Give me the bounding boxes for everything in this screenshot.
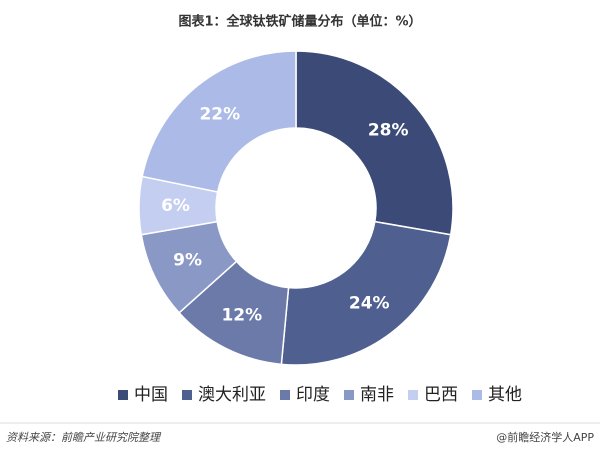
chart-title: 图表1：全球钛铁矿储量分布（单位：%） (178, 14, 421, 30)
source-note: 资料来源：前瞻产业研究院整理 (6, 431, 162, 444)
legend-swatch (344, 390, 354, 400)
value-label: 12% (221, 306, 262, 326)
value-label: 24% (349, 294, 390, 314)
legend-swatch (408, 390, 418, 400)
donut-slice (295, 50, 454, 236)
value-label: 9% (173, 251, 202, 271)
donut-slice (280, 220, 452, 366)
donut-slice (141, 50, 297, 193)
legend-label: 中国 (134, 385, 168, 405)
credit-note: @前瞻经济学人APP (496, 430, 594, 444)
legend-swatch (280, 390, 290, 400)
legend-swatch (472, 390, 482, 400)
legend-label: 澳大利亚 (198, 385, 266, 405)
value-label: 22% (199, 105, 240, 125)
legend-label: 印度 (296, 385, 330, 405)
legend-swatch (118, 390, 128, 400)
value-label: 28% (368, 120, 409, 140)
legend-label: 巴西 (424, 385, 458, 405)
legend-swatch (182, 390, 192, 400)
value-label: 6% (161, 196, 190, 216)
legend-label: 其他 (488, 385, 522, 405)
legend-label: 南非 (360, 385, 394, 405)
